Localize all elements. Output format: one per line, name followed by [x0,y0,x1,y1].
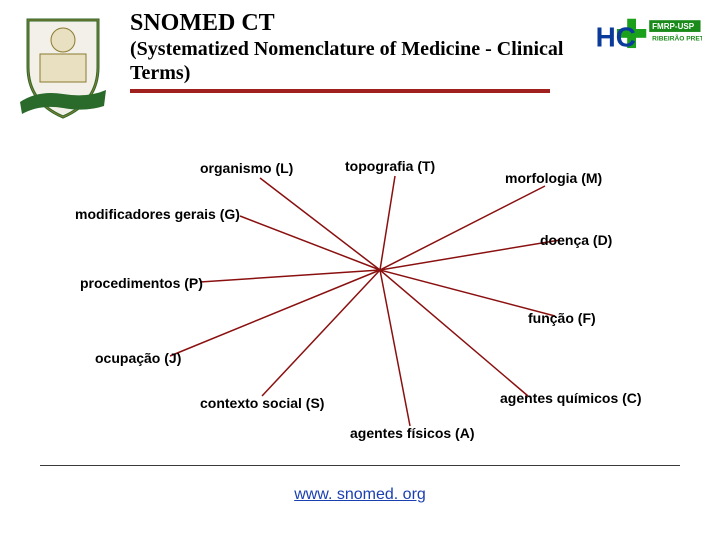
node-fisicos: agentes físicos (A) [350,425,474,441]
node-funcao: função (F) [528,310,596,326]
title-underline [130,89,550,93]
page-subtitle: (Systematized Nomenclature of Medicine -… [130,37,590,85]
snomed-link[interactable]: www. snomed. org [0,486,720,504]
node-modificadores: modificadores gerais (G) [75,206,240,222]
node-procedimentos: procedimentos (P) [80,275,203,291]
footer-rule [40,465,680,466]
node-topografia: topografia (T) [345,158,435,174]
node-morfologia: morfologia (M) [505,170,602,186]
node-quimicos: agentes químicos (C) [500,390,642,406]
header: SNOMED CT (Systematized Nomenclature of … [0,0,720,93]
page-title: SNOMED CT [130,10,590,37]
spoke-diagram: organismo (L) topografia (T) morfologia (M… [0,120,720,450]
node-organismo: organismo (L) [200,160,293,176]
node-contexto: contexto social (S) [200,395,324,411]
node-doenca: doença (D) [540,232,612,248]
node-ocupacao: ocupação (J) [95,350,181,366]
